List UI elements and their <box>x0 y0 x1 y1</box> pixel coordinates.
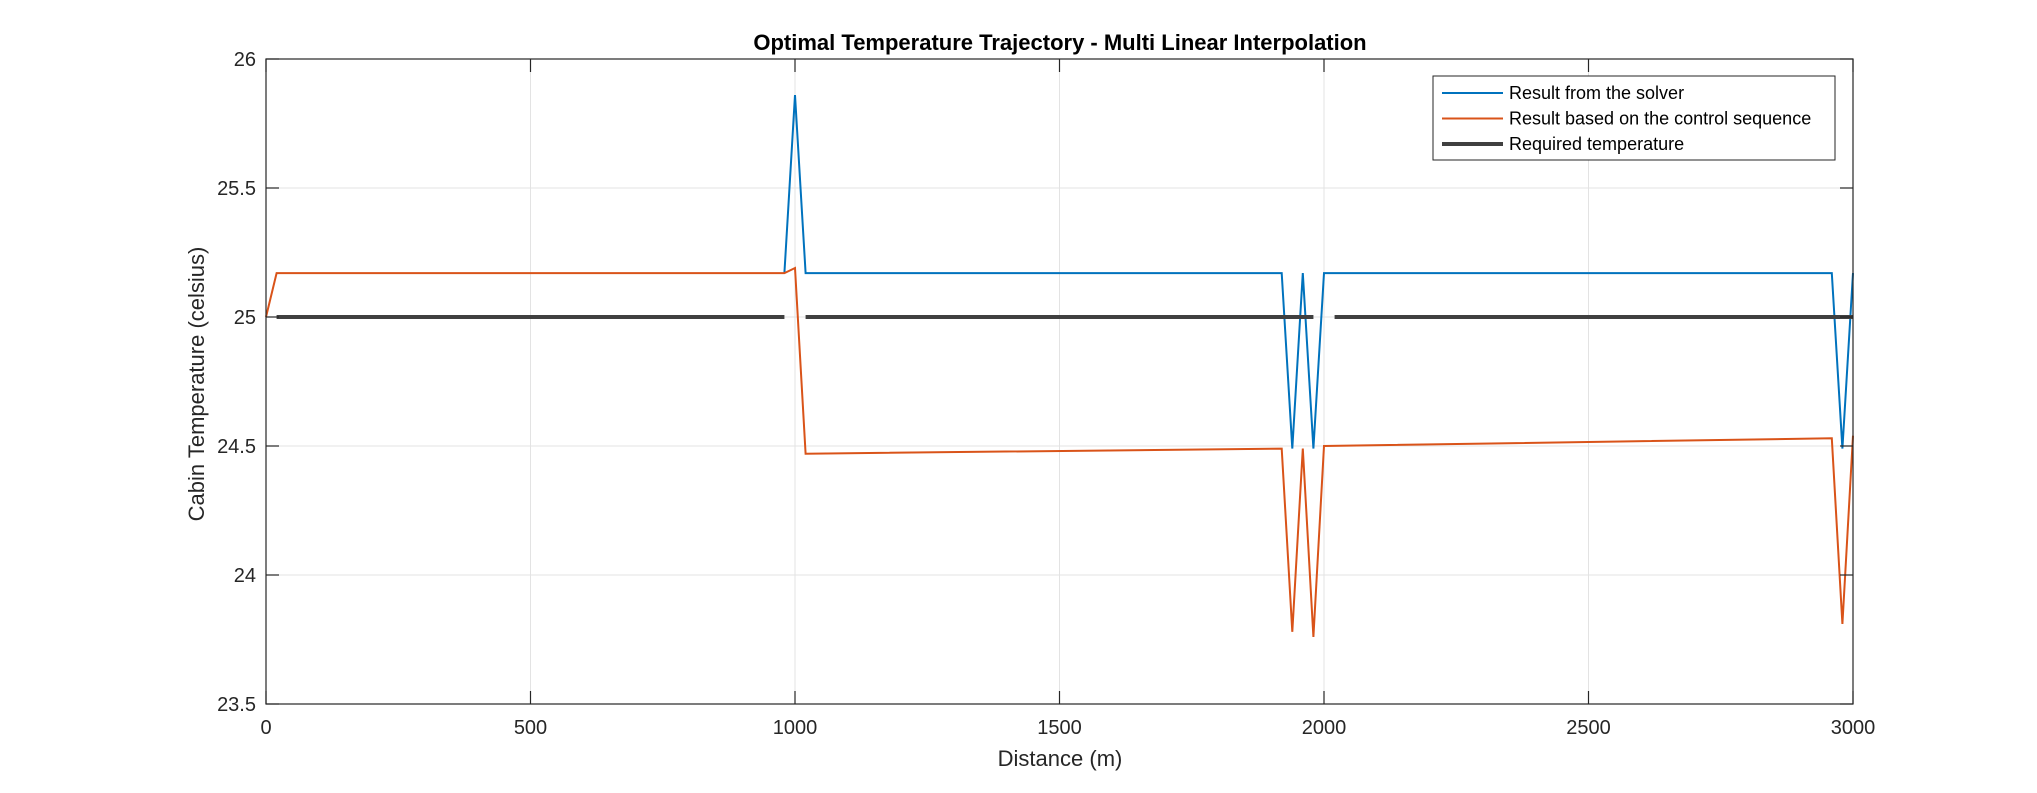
legend-entry-required-temperature-label: Required temperature <box>1509 134 1684 154</box>
y-tick-label: 25.5 <box>217 178 256 200</box>
y-axis-title: Cabin Temperature (celsius) <box>184 247 209 522</box>
x-tick-label: 1500 <box>1037 717 1082 739</box>
legend-entry-solver-label: Result from the solver <box>1509 83 1684 103</box>
x-tick-label: 500 <box>514 717 547 739</box>
x-tick-label: 1000 <box>773 717 818 739</box>
series-layer <box>265 95 1854 637</box>
y-tick-label: 23.5 <box>217 694 256 716</box>
axes <box>265 58 1854 705</box>
legend: Result from the solver Result based on th… <box>1432 75 1836 161</box>
series-line-solver <box>783 95 1854 449</box>
legend-entry-control-sequence-label: Result based on the control sequence <box>1509 109 1811 129</box>
series-line-control-sequence <box>265 266 1854 637</box>
x-tick-label: 0 <box>260 717 271 739</box>
y-tick-label: 24.5 <box>217 436 256 458</box>
chart-title: Optimal Temperature Trajectory - Multi L… <box>753 30 1366 55</box>
y-tick-label: 25 <box>234 307 256 329</box>
x-tick-label: 2000 <box>1302 717 1347 739</box>
y-tick-label: 26 <box>234 49 256 71</box>
tick-labels: 0 500 1000 1500 2000 2500 3000 23.5 24 24.5 25 25.5… <box>217 49 1875 739</box>
x-axis-title: Distance (m) <box>998 746 1123 771</box>
x-tick-label: 2500 <box>1566 717 1611 739</box>
x-tick-label: 3000 <box>1831 717 1876 739</box>
y-tick-label: 24 <box>234 565 256 587</box>
